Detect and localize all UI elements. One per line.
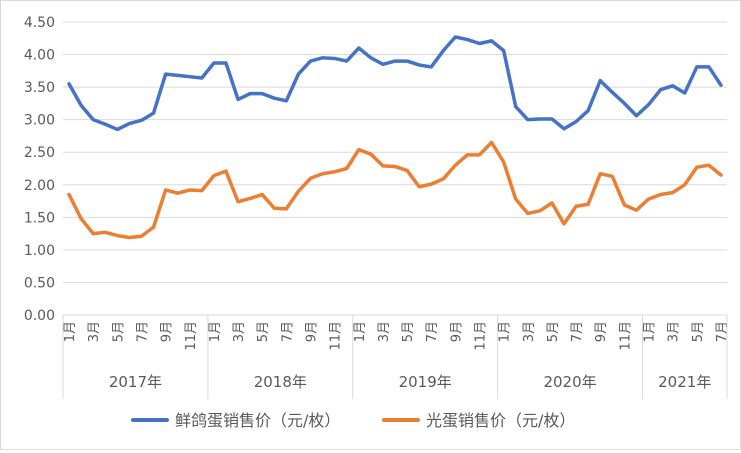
x-tick-label: 5月 bbox=[691, 321, 706, 342]
x-tick-label: 7月 bbox=[570, 321, 585, 342]
y-tick-label: 3.00 bbox=[24, 113, 55, 129]
x-group-label: 2017年 bbox=[109, 373, 162, 391]
x-group-label: 2021年 bbox=[658, 373, 711, 391]
y-tick-label: 2.00 bbox=[24, 178, 55, 194]
y-tick-label: 4.00 bbox=[24, 48, 55, 64]
x-group-label: 2020年 bbox=[543, 373, 596, 391]
x-tick-label: 3月 bbox=[87, 321, 102, 342]
x-tick-label: 9月 bbox=[304, 321, 319, 342]
gridlines bbox=[63, 21, 727, 316]
y-axis-tick-labels: 0.00 0.50 1.00 1.50 2.00 2.50 3.00 3.50 4.00 4.50 bbox=[24, 15, 55, 324]
y-tick-label: 2.50 bbox=[24, 145, 55, 161]
x-tick-label: 7月 bbox=[135, 321, 150, 342]
x-tick-label: 3月 bbox=[522, 321, 537, 342]
series-line-2 bbox=[67, 140, 723, 240]
x-tick-label: 1月 bbox=[63, 321, 78, 342]
x-tick-label: 9月 bbox=[160, 321, 175, 342]
x-group-label: 2018年 bbox=[254, 373, 307, 391]
y-tick-label: 0.50 bbox=[24, 275, 55, 291]
series-lines bbox=[67, 35, 723, 240]
y-tick-label: 3.50 bbox=[24, 80, 55, 96]
y-tick-label: 4.50 bbox=[24, 15, 55, 31]
x-axis: 1月 3月 5月 7月 9月 11月 1月 3月 5月 7月 9月 11月 1月 3月 5月 7月 9月 11月 1… bbox=[62, 315, 730, 399]
x-tick-label: 11月 bbox=[184, 321, 199, 351]
x-tick-label: 7月 bbox=[715, 321, 730, 342]
series-line-1 bbox=[67, 35, 723, 132]
x-tick-label: 7月 bbox=[280, 321, 295, 342]
x-tick-label: 1月 bbox=[643, 321, 658, 342]
x-tick-label: 1月 bbox=[208, 321, 223, 342]
legend-label-series-1: 鲜鸽蛋销售价（元/枚） bbox=[175, 411, 340, 430]
x-tick-label: 9月 bbox=[449, 321, 464, 342]
x-tick-label: 5月 bbox=[546, 321, 561, 342]
x-tick-label: 3月 bbox=[232, 321, 247, 342]
x-group-label: 2019年 bbox=[399, 373, 452, 391]
x-tick-label: 5月 bbox=[111, 321, 126, 342]
x-tick-label: 11月 bbox=[618, 321, 633, 351]
y-tick-label: 0.00 bbox=[24, 308, 55, 324]
x-tick-label: 1月 bbox=[498, 321, 513, 342]
legend-label-series-2: 光蛋销售价（元/枚） bbox=[426, 411, 575, 430]
x-tick-label: 5月 bbox=[256, 321, 271, 342]
x-tick-label: 3月 bbox=[377, 321, 392, 342]
x-tick-label: 7月 bbox=[425, 321, 440, 342]
legend: 鲜鸽蛋销售价（元/枚） 光蛋销售价（元/枚） bbox=[131, 411, 575, 430]
y-tick-label: 1.50 bbox=[24, 210, 55, 226]
x-tick-label: 9月 bbox=[594, 321, 609, 342]
y-tick-label: 1.00 bbox=[24, 243, 55, 259]
x-tick-label: 11月 bbox=[474, 321, 489, 351]
x-tick-label: 1月 bbox=[353, 321, 368, 342]
x-tick-label: 11月 bbox=[329, 321, 344, 351]
x-tick-label: 3月 bbox=[667, 321, 682, 342]
x-tick-label: 5月 bbox=[401, 321, 416, 342]
